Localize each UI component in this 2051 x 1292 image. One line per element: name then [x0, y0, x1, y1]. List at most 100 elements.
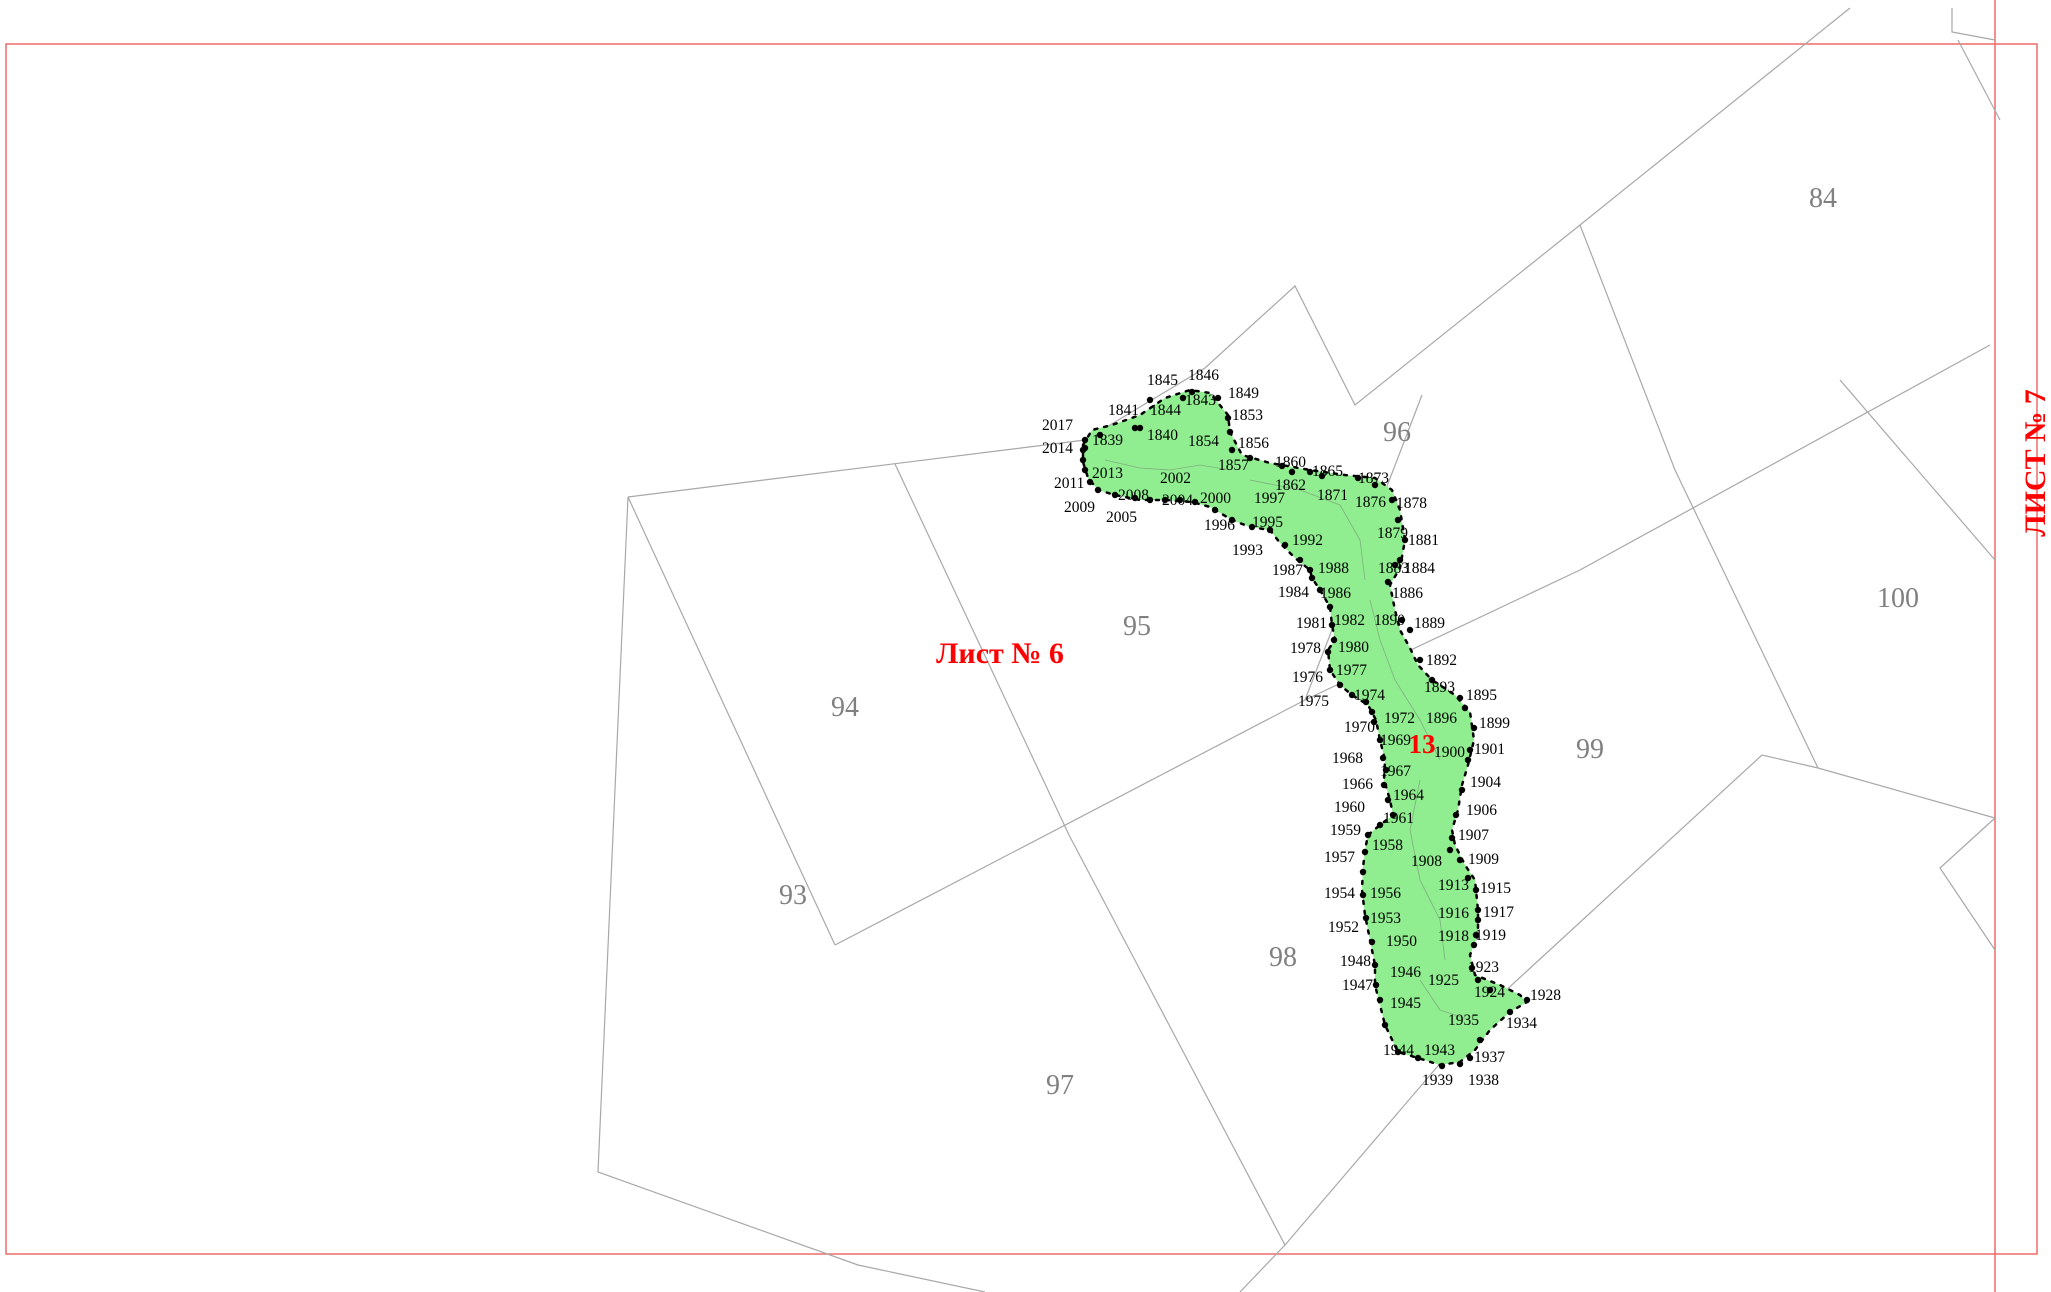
boundary-point-1907 — [1448, 834, 1456, 842]
point-label-1957: 1957 — [1324, 849, 1355, 866]
point-label-1982: 1982 — [1334, 612, 1365, 629]
point-label-1974: 1974 — [1354, 687, 1385, 704]
boundary-point-1938 — [1456, 1060, 1464, 1068]
point-label-1969: 1969 — [1380, 732, 1411, 749]
boundary-point-1964 — [1382, 766, 1390, 774]
point-label-1972: 1972 — [1384, 710, 1415, 727]
boundary-point-1878 — [1388, 496, 1396, 504]
boundary-point-1968 — [1370, 718, 1378, 726]
point-label-1893: 1893 — [1424, 679, 1455, 696]
point-label-1862: 1862 — [1275, 477, 1306, 494]
boundary-point-2002 — [1146, 496, 1154, 504]
parcel-label-95: 95 — [1123, 611, 1151, 642]
point-label-1950: 1950 — [1386, 933, 1417, 950]
boundary-point-1967 — [1376, 736, 1384, 744]
sheet-frame — [5, 0, 2038, 1292]
boundary-point-1840 — [1131, 424, 1139, 432]
boundary-point-1970 — [1362, 698, 1370, 706]
boundary-point-1947 — [1372, 981, 1380, 989]
point-label-1956: 1956 — [1370, 885, 1401, 902]
boundary-point-1988 — [1266, 526, 1274, 534]
point-label-1895: 1895 — [1466, 687, 1497, 704]
boundary-point-1876 — [1371, 481, 1379, 489]
point-label-1871: 1871 — [1317, 487, 1348, 504]
point-label-2000: 2000 — [1200, 490, 1231, 507]
boundary-point-1950 — [1368, 938, 1376, 946]
point-label-1947: 1947 — [1342, 977, 1373, 994]
point-label-1992: 1992 — [1292, 532, 1323, 549]
point-label-1865: 1865 — [1312, 463, 1343, 480]
boundary-point-1939 — [1438, 1062, 1446, 1070]
point-label-1919: 1919 — [1475, 927, 1506, 944]
point-label-1946: 1946 — [1390, 964, 1421, 981]
parcel-boundary — [627, 439, 1086, 498]
boundary-point-1856 — [1228, 446, 1236, 454]
parcel-boundary — [627, 496, 836, 946]
sheet-frame-border — [5, 43, 2038, 1255]
point-label-1995: 1995 — [1252, 514, 1283, 531]
boundary-point-1961 — [1380, 781, 1388, 789]
boundary-point-1953 — [1359, 891, 1367, 899]
point-label-1977: 1977 — [1336, 662, 1367, 679]
parcel-boundary — [834, 699, 1306, 946]
boundary-point-1890 — [1398, 616, 1406, 624]
boundary-point-1889 — [1406, 626, 1414, 634]
boundary-point-1865 — [1306, 468, 1314, 476]
boundary-point-1925 — [1474, 976, 1482, 984]
zone-contour — [1249, 479, 1366, 581]
parcel-boundary — [1817, 767, 1996, 819]
boundary-point-1928 — [1523, 996, 1531, 1004]
point-label-1860: 1860 — [1275, 454, 1306, 471]
boundary-point-1946 — [1376, 996, 1384, 1004]
point-label-1857: 1857 — [1218, 457, 1249, 474]
point-label-1854: 1854 — [1188, 433, 1219, 450]
point-label-2013: 2013 — [1092, 465, 1123, 482]
point-label-1883: 1883 — [1378, 560, 1409, 577]
zone-contour — [1369, 599, 1441, 761]
boundary-point-2004 — [1131, 494, 1139, 502]
point-label-1952: 1952 — [1328, 919, 1359, 936]
boundary-point-1918 — [1472, 931, 1480, 939]
boundary-point-1862 — [1288, 468, 1296, 476]
point-label-1959: 1959 — [1330, 822, 1361, 839]
point-label-1918: 1918 — [1438, 928, 1469, 945]
boundary-point-1892 — [1416, 656, 1424, 664]
point-label-1935: 1935 — [1448, 1012, 1479, 1029]
parcel-label-97: 97 — [1046, 1070, 1074, 1101]
point-label-1978: 1978 — [1290, 640, 1321, 657]
boundary-point-1896 — [1461, 704, 1469, 712]
point-label-1976: 1976 — [1292, 669, 1323, 686]
point-label-1896: 1896 — [1426, 710, 1457, 727]
boundary-point-1913 — [1464, 874, 1472, 882]
boundary-point-2011 — [1081, 466, 1089, 474]
boundary-point-1934 — [1506, 1008, 1514, 1016]
point-label-1917: 1917 — [1483, 904, 1514, 921]
boundary-point-1923 — [1468, 964, 1476, 972]
point-label-1980: 1980 — [1338, 639, 1369, 656]
boundary-point-1846 — [1188, 388, 1196, 396]
boundary-point-1978 — [1328, 621, 1336, 629]
point-label-1881: 1881 — [1408, 532, 1439, 549]
point-label-1964: 1964 — [1393, 787, 1424, 804]
point-label-1943: 1943 — [1424, 1042, 1455, 1059]
point-label-1928: 1928 — [1530, 987, 1561, 1004]
parcel-boundary — [1084, 7, 1851, 441]
point-label-1925: 1925 — [1428, 972, 1459, 989]
boundary-point-1917 — [1474, 916, 1482, 924]
point-label-1901: 1901 — [1474, 741, 1505, 758]
point-label-1915: 1915 — [1480, 880, 1511, 897]
boundary-point-1908 — [1446, 846, 1454, 854]
parcel-boundary — [1579, 224, 1819, 769]
boundary-point-1992 — [1248, 523, 1256, 531]
point-label-1961: 1961 — [1383, 810, 1414, 827]
zone-contour — [1104, 459, 1231, 471]
point-label-1934: 1934 — [1506, 1015, 1537, 1032]
point-label-1913: 1913 — [1438, 877, 1469, 894]
boundary-point-1857 — [1246, 454, 1254, 462]
boundary-point-1984 — [1306, 566, 1314, 574]
boundary-point-1972 — [1348, 691, 1356, 699]
point-label-1937: 1937 — [1474, 1049, 1505, 1066]
parcel-boundary — [1839, 379, 1996, 561]
boundary-point-1960 — [1384, 796, 1392, 804]
boundary-point-1844 — [1136, 424, 1144, 432]
